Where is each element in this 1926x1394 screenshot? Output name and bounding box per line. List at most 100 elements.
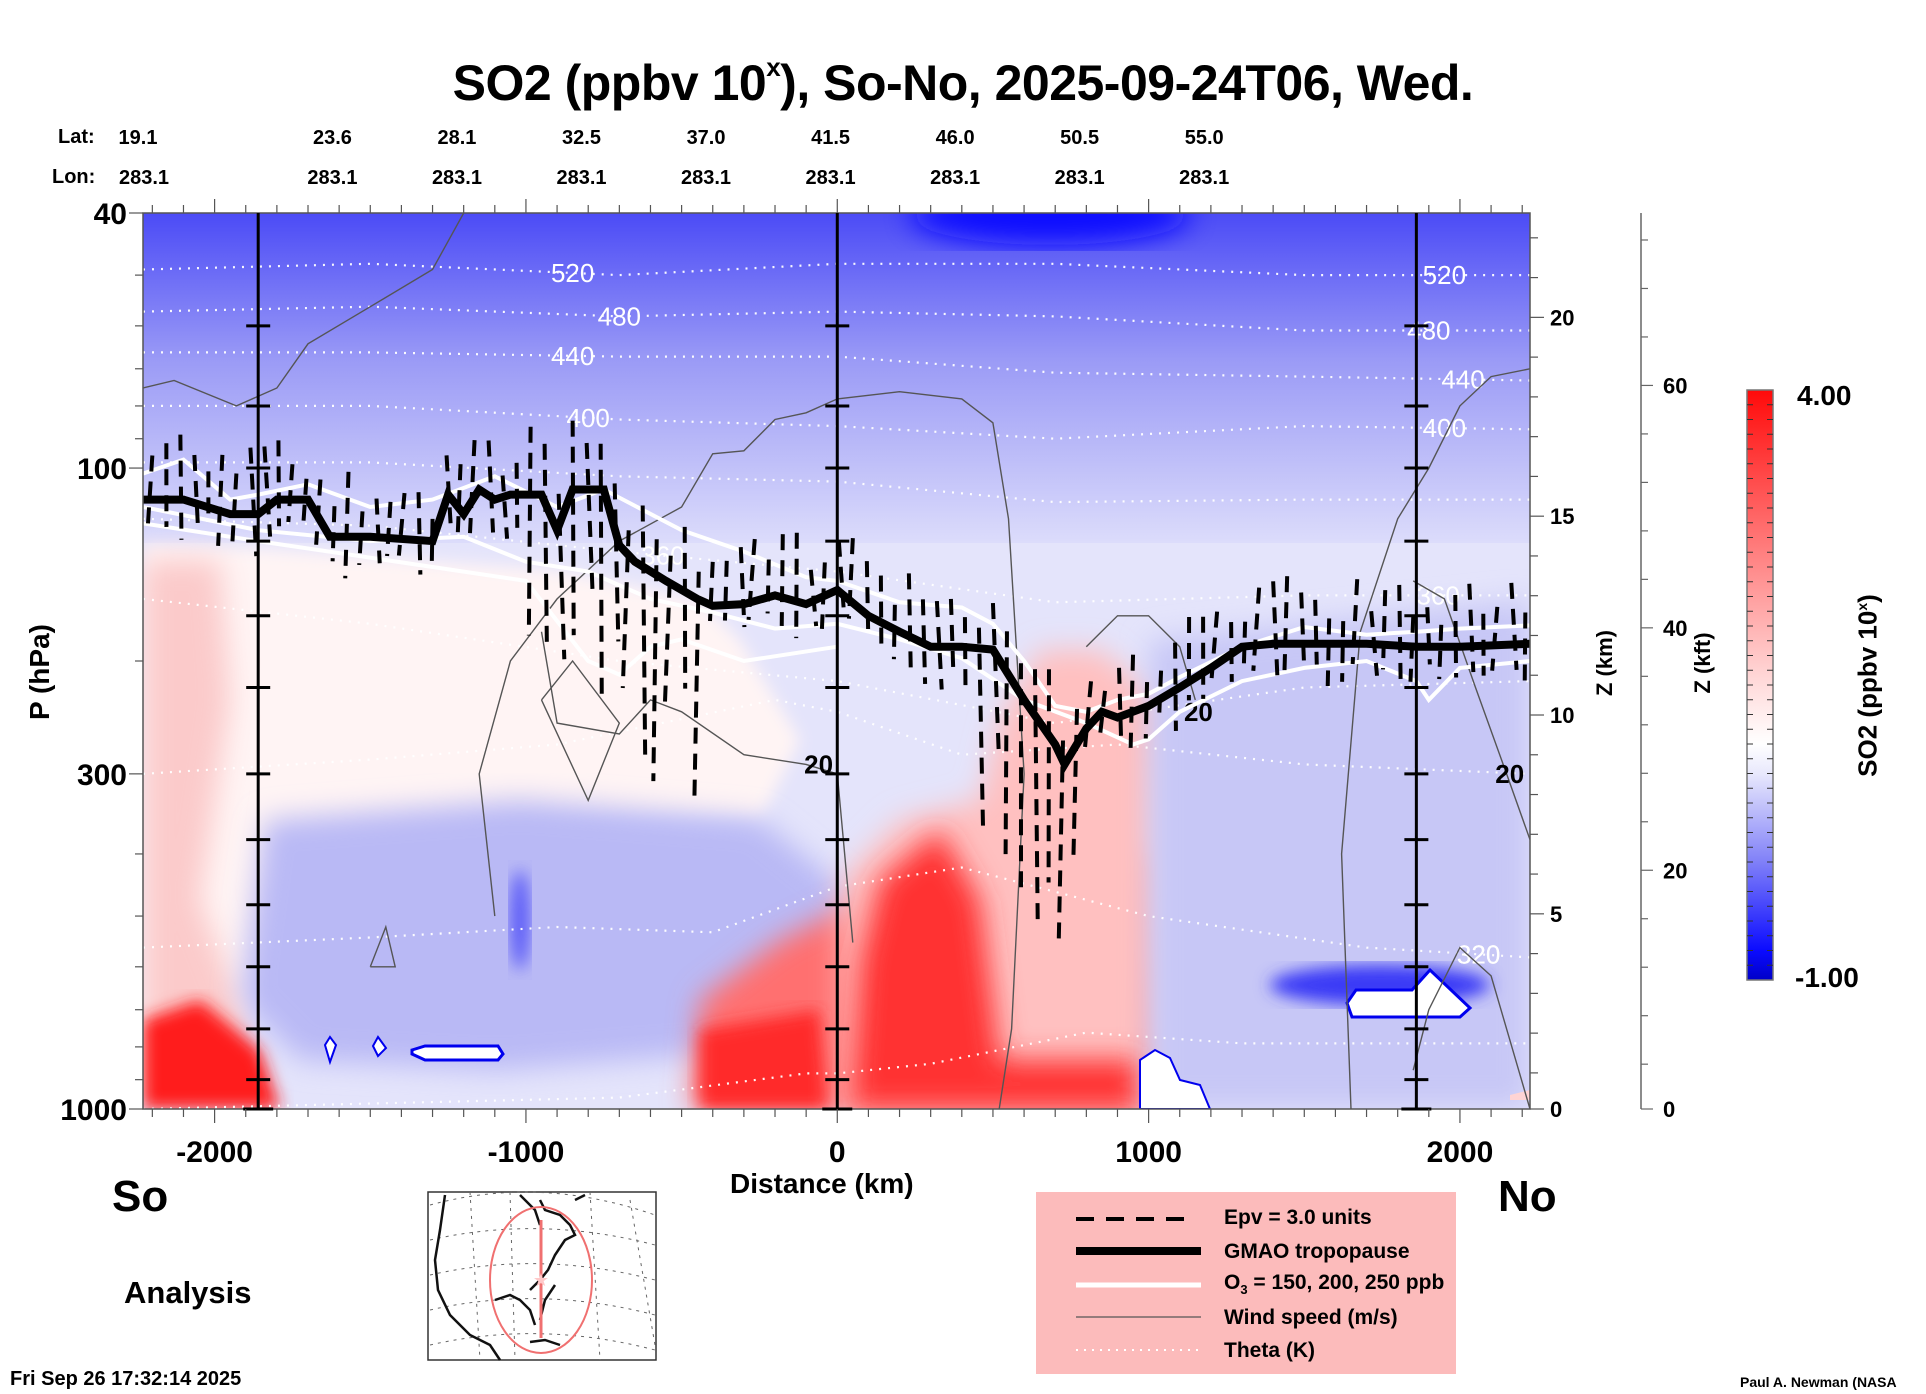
field-below-min-spot-1 <box>323 1035 338 1066</box>
epv-contour-segment <box>230 473 239 543</box>
legend-label: Wind speed (m/s) <box>1224 1306 1398 1329</box>
epv-contour-segment <box>542 443 549 652</box>
field-plume-red <box>850 830 1140 1109</box>
lon-value: 283.1 <box>930 167 980 189</box>
lat-value: 50.5 <box>1060 127 1099 149</box>
vertical-marker-lines <box>243 213 1432 1111</box>
lon-row-label: Lon: <box>52 166 96 188</box>
tropopause-line <box>143 483 1530 773</box>
x-tick-label: -2000 <box>176 1136 253 1169</box>
north-label: No <box>1498 1172 1557 1221</box>
epv-contour-segment <box>1299 592 1307 665</box>
wind-contour-line <box>1340 368 1530 1109</box>
lat-value: 37.0 <box>687 127 726 149</box>
epv-contour-segment <box>722 560 729 621</box>
title-main: SO2 (ppbv 10 <box>452 55 767 111</box>
title-rest: ), So-No, 2025-09-24T06, Wed. <box>780 55 1474 111</box>
analysis-label: Analysis <box>124 1275 252 1310</box>
theta-contour-label: 480 <box>598 301 641 331</box>
legend-item-theta: Theta (K) <box>1036 1335 1456 1367</box>
lon-value: 283.1 <box>307 167 357 189</box>
legend-o3-rest: = 150, 200, 250 ppb <box>1247 1271 1445 1294</box>
wind-contour-line <box>1412 580 1530 840</box>
epv-contour-segment <box>1509 582 1519 671</box>
map-center-star-icon: ★ <box>533 1270 549 1290</box>
colorbar-min-label: -1.00 <box>1795 962 1859 993</box>
epv-contour-segment <box>976 627 986 829</box>
epv-contour-segment <box>286 464 295 523</box>
x-axis-title: Distance (km) <box>730 1168 914 1199</box>
epv-contour-segment <box>500 475 510 539</box>
wind-contour-line <box>143 213 465 407</box>
epv-contour-segment <box>1032 669 1040 923</box>
theta-contour-label: 480 <box>1407 315 1450 345</box>
title-superscript: x <box>766 52 781 82</box>
z-km-tick-label: 5 <box>1550 902 1562 927</box>
theta-contour-label: 520 <box>1423 260 1466 290</box>
lon-value: 283.1 <box>119 167 169 189</box>
field-below-min-spot-2 <box>371 1035 388 1058</box>
z-km-tick-label: 0 <box>1550 1097 1562 1122</box>
y-tick-label: 100 <box>77 453 127 486</box>
epv-contour-segment <box>396 492 407 556</box>
z-kft-tick-label: 40 <box>1663 616 1687 641</box>
z-km-tick-label: 20 <box>1550 305 1574 330</box>
epv-contour-segment <box>1282 576 1290 674</box>
lat-value: 28.1 <box>438 127 477 149</box>
y-axis-title: P (hPa) <box>24 624 55 720</box>
legend-o3-o: O <box>1224 1271 1241 1294</box>
epv-contour-segment <box>948 598 956 676</box>
colorbar-max-label: 4.00 <box>1797 380 1852 411</box>
x-axis: -2000 -1000 0 1000 2000 <box>151 199 1523 1169</box>
z-kft-tick-label: 60 <box>1663 373 1687 398</box>
legend-item-wind: Wind speed (m/s) <box>1036 1302 1456 1334</box>
epv-contour-segment <box>1453 594 1459 678</box>
epv-contour-segment <box>1128 654 1136 748</box>
epv-contour-segment <box>429 518 435 565</box>
theta-contour-label: 400 <box>1423 413 1466 443</box>
epv-contour-segment <box>1241 621 1248 664</box>
epv-contour-segment <box>794 532 799 639</box>
tropopause-polyline <box>143 483 1530 773</box>
field-below-min-surface <box>1139 1048 1212 1109</box>
x-tick-label: 2000 <box>1427 1136 1494 1169</box>
z-kft-axis-title: Z (kft) <box>1690 632 1715 694</box>
y-tick-label: 300 <box>77 759 127 792</box>
epv-contour-segment <box>1522 612 1528 686</box>
z-kft-axis: 0 20 40 60 <box>1640 213 1687 1122</box>
field-below-min-region-left <box>410 1044 505 1062</box>
field-center-surface-red <box>700 1010 830 1109</box>
south-label: So <box>112 1172 169 1221</box>
epv-contour-segment <box>374 498 382 564</box>
epv-contour-segment <box>526 426 533 636</box>
epv-contour-segment <box>385 501 393 557</box>
colorbar-title: SO2 (ppbv 10x) <box>1853 556 1884 816</box>
wind-contour-line <box>1085 615 1196 701</box>
map-inset: ★ <box>427 1191 657 1361</box>
lat-value: 32.5 <box>562 127 601 149</box>
epv-contour-segment <box>1397 584 1403 688</box>
epv-contour-segment <box>934 600 944 690</box>
lon-value: 283.1 <box>806 167 856 189</box>
epv-contour-segment <box>1173 642 1178 731</box>
legend-dotted-swatch <box>1076 1349 1201 1351</box>
epv-contour-segment <box>1490 606 1500 671</box>
lat-value: 46.0 <box>936 127 975 149</box>
epv-contour-segment <box>1056 740 1065 944</box>
epv-contour-segment <box>570 420 576 636</box>
colorbar-title-sup: x <box>1853 602 1870 611</box>
epv-contour-segment <box>455 464 463 538</box>
credit: Paul A. Newman (NASA <box>1740 1374 1897 1390</box>
epv-contour-segment <box>276 440 282 527</box>
field-deep-blue-top <box>910 213 1190 245</box>
theta-contour-label: 440 <box>551 341 594 371</box>
field-blue-streak <box>510 870 530 970</box>
lat-value: 23.6 <box>313 127 352 149</box>
epv-contour-segment <box>708 561 715 622</box>
map-range-circle <box>489 1206 593 1354</box>
legend-thin-swatch <box>1076 1316 1201 1318</box>
legend-item-o3: O3 = 150, 200, 250 ppb <box>1036 1269 1456 1301</box>
theta-contour-label: 440 <box>1441 364 1484 394</box>
epv-contour-segment <box>1437 624 1444 680</box>
